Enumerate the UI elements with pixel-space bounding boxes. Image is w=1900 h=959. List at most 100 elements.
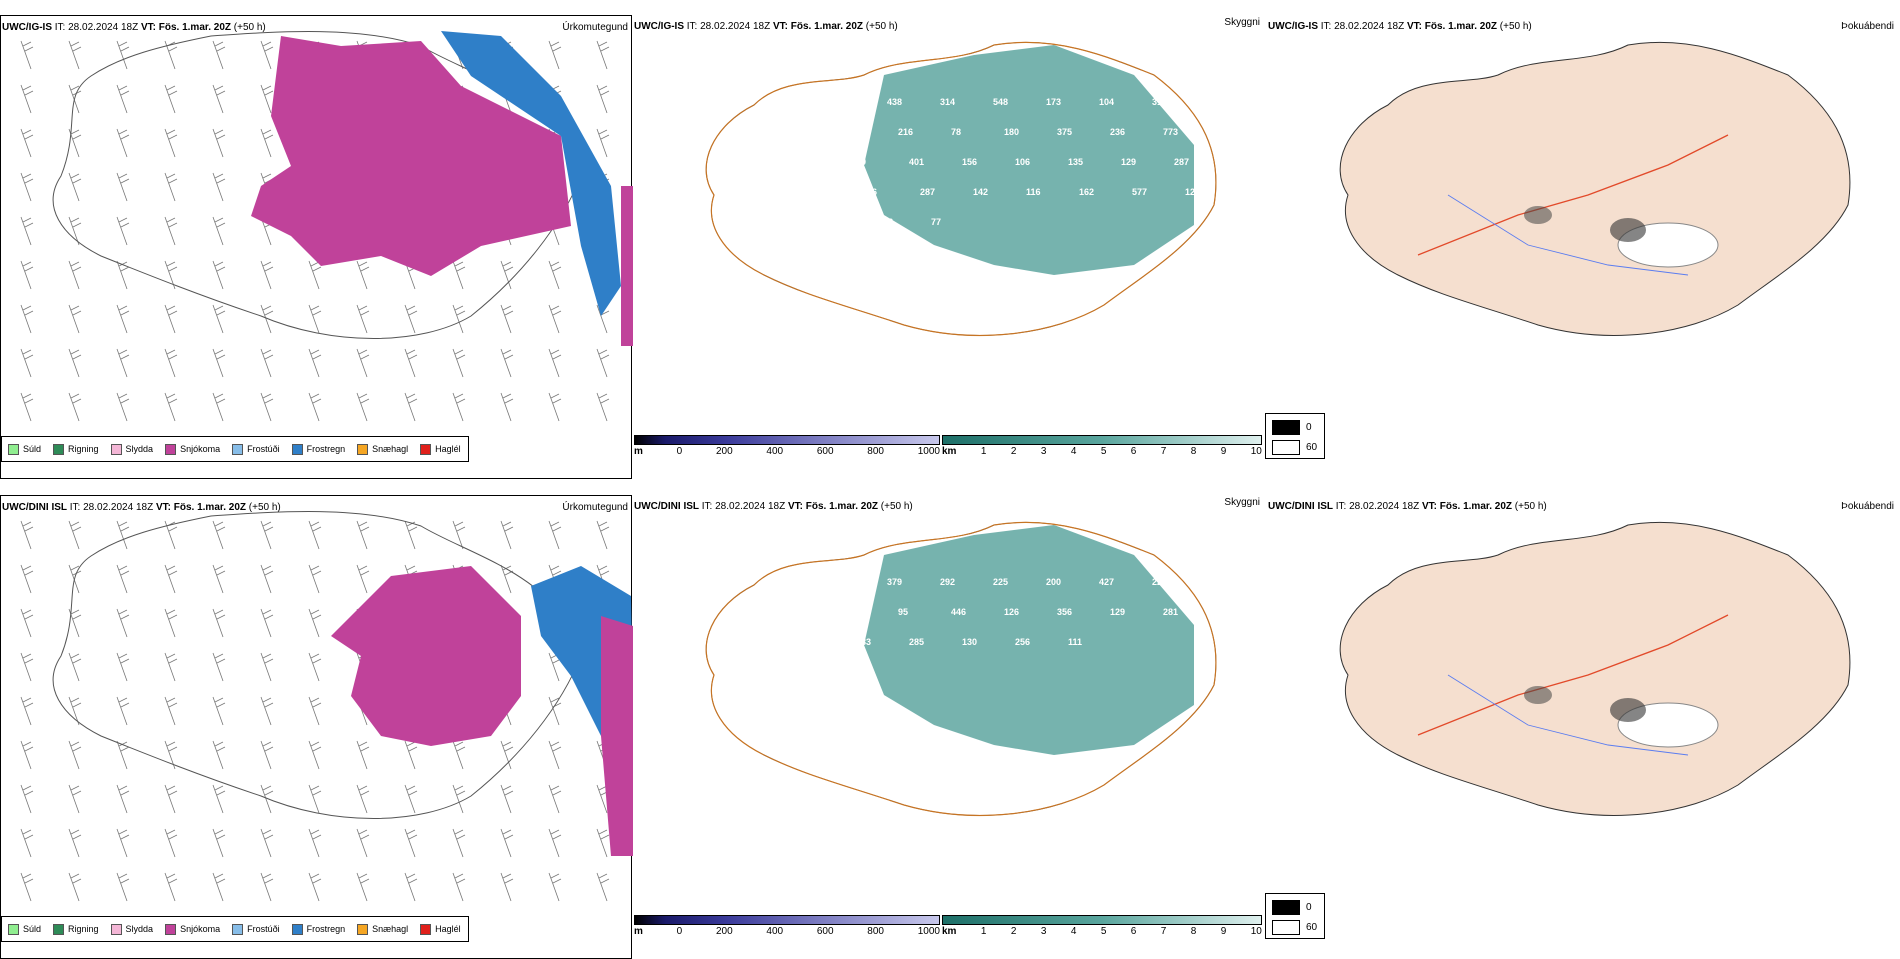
river-line (1447, 194, 1689, 276)
wind-barb (212, 696, 226, 726)
wind-barb (596, 392, 610, 422)
wind-barb (548, 828, 562, 858)
wind-barb (212, 216, 226, 246)
wind-barb (260, 696, 274, 726)
fog-spot (1610, 698, 1646, 722)
wind-barb (164, 828, 178, 858)
legend-swatch (165, 443, 177, 455)
wind-barb (404, 304, 418, 334)
visibility-map: 118 379 292 225 200 427 223 168 95 446 126 356 129 28… (705, 521, 1217, 816)
wind-barb (452, 520, 466, 550)
terrain-scale-bottom: m 0 200 400 600 800 1000 (634, 915, 940, 937)
wind-barb (164, 392, 178, 422)
legend-swatch (291, 923, 303, 935)
legend-item-4: Frostúði (232, 443, 280, 455)
wind-barb (164, 872, 178, 902)
visibility-value-label: 116 (1026, 187, 1041, 197)
wind-barb (20, 872, 34, 902)
visibility-value-label: 375 (1057, 127, 1072, 137)
wind-barb (452, 740, 466, 770)
wind-barb (164, 652, 178, 682)
precip-legend: Súld Rigning Slydda Snjókoma Frostúði Frostre… (1, 916, 469, 942)
visibility-value-label: 129 (1110, 607, 1125, 617)
wind-barb (500, 872, 514, 902)
wind-barb (548, 392, 562, 422)
visibility-value-label: 12 (1185, 187, 1195, 197)
wind-barb (20, 740, 34, 770)
legend-item-5: Frostregn (291, 923, 345, 935)
legend-swatch (357, 443, 369, 455)
wind-barb (596, 40, 610, 70)
legend-item-2: Slydda (110, 923, 154, 935)
legend-item-1: Rigning (53, 443, 99, 455)
wind-barb (356, 740, 370, 770)
visibility-value-label: 180 (1004, 127, 1019, 137)
low-visibility-area (864, 525, 1194, 755)
panel-parameter: Þokuábendi (1841, 21, 1894, 32)
wind-barb (260, 348, 274, 378)
wind-barb (68, 828, 82, 858)
wind-barb (164, 608, 178, 638)
legend-label: Frostúði (247, 444, 280, 454)
wind-barb (116, 216, 130, 246)
wind-barb (68, 392, 82, 422)
land-area (1339, 521, 1851, 816)
wind-barb (212, 128, 226, 158)
wind-barb (164, 784, 178, 814)
wind-barb (68, 216, 82, 246)
visibility-value-label: 427 (1099, 577, 1114, 587)
panel-title: UWC/IG-IS IT: 28.02.2024 18Z VT: Fös. 1.… (2, 22, 266, 33)
legend-item-5: Frostregn (291, 443, 345, 455)
wind-barb (308, 392, 322, 422)
visibility-value-label: 281 (1163, 607, 1178, 617)
visibility-value-label: 106 (1015, 157, 1030, 167)
legend-label: Slydda (125, 924, 154, 934)
wind-barb (404, 872, 418, 902)
wind-barb (356, 304, 370, 334)
wind-barb (116, 608, 130, 638)
fog-legend-bottom: 0 60 (1265, 893, 1325, 939)
wind-barb (212, 520, 226, 550)
wind-barb (596, 84, 610, 114)
wind-barb (260, 828, 274, 858)
legend-swatch (8, 923, 19, 935)
wind-barb (356, 260, 370, 290)
wind-barb (68, 872, 82, 902)
visibility-value-label: 135 (1068, 157, 1083, 167)
visibility-value-label: 236 (1110, 127, 1125, 137)
wind-barb (452, 828, 466, 858)
wind-barb (212, 260, 226, 290)
visibility-value-label: 357 (834, 97, 849, 107)
visibility-value-label: 156 (962, 157, 977, 167)
wind-barb (20, 40, 34, 70)
fog-map (1339, 521, 1851, 816)
wind-barb (68, 172, 82, 202)
legend-label: Rigning (68, 924, 99, 934)
visibility-value-label: 287 (1174, 157, 1189, 167)
legend-swatch (53, 923, 65, 935)
fog-spot (1524, 206, 1552, 224)
visibility-value-label: 118 (834, 577, 849, 587)
visibility-value-label: 773 (1163, 127, 1178, 137)
wind-barb (68, 348, 82, 378)
wind-barb (452, 784, 466, 814)
wind-barb (596, 128, 610, 158)
wind-barb (212, 304, 226, 334)
fog-panel-top: UWC/IG-IS IT: 28.02.2024 18Z VT: Fös. 1.… (1268, 15, 1900, 479)
legend-swatch (357, 923, 369, 935)
wind-barb (260, 128, 274, 158)
wind-barb (212, 564, 226, 594)
wind-barb (356, 348, 370, 378)
wind-barb (20, 828, 34, 858)
precip-type-panel-top: UWC/IG-IS IT: 28.02.2024 18Z VT: Fös. 1.… (0, 15, 633, 479)
visibility-value-label: 256 (1015, 637, 1030, 647)
wind-barb (260, 392, 274, 422)
visibility-value-label: 283 (856, 637, 871, 647)
panel-parameter: Skyggni (1224, 17, 1260, 28)
wind-barb (452, 872, 466, 902)
wind-barb (116, 128, 130, 158)
wind-barb (116, 260, 130, 290)
snow-area (331, 566, 521, 746)
wind-barb (452, 392, 466, 422)
wind-barb (308, 564, 322, 594)
